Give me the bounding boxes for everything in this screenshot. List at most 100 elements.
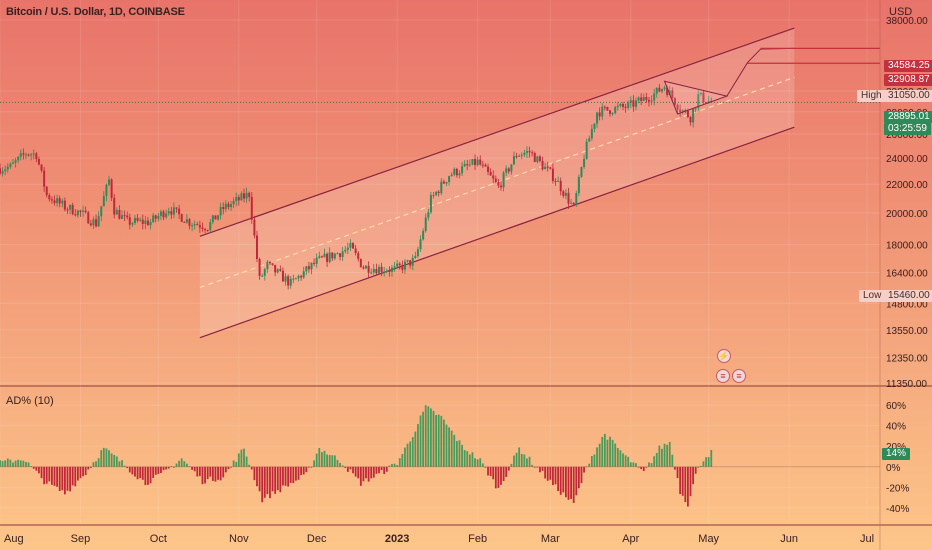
candle-body xyxy=(328,252,331,262)
ad-bar xyxy=(606,439,609,467)
candle-body xyxy=(126,215,129,218)
ad-bar xyxy=(393,463,396,467)
low-price-label: 15460.00 xyxy=(884,290,932,302)
candle-body xyxy=(614,107,617,114)
ad-bar xyxy=(318,448,321,467)
candle-body xyxy=(240,193,243,201)
candle-body xyxy=(396,263,399,267)
candle-body xyxy=(271,263,274,265)
ad-bar xyxy=(526,458,528,467)
candle-body xyxy=(666,87,669,96)
candle-body xyxy=(235,197,238,201)
ad-bar xyxy=(227,466,230,470)
indicator-title[interactable]: AD% (10) xyxy=(6,395,54,407)
candle-body xyxy=(367,265,370,273)
ad-bar xyxy=(375,466,378,474)
ad-bar xyxy=(632,462,635,467)
candle-body xyxy=(640,97,643,101)
candle-body xyxy=(183,221,186,223)
ad-bar xyxy=(27,462,30,467)
candle-body xyxy=(227,203,230,208)
candle-body xyxy=(110,179,113,198)
candle-body xyxy=(624,106,627,108)
ad-bar xyxy=(84,466,87,476)
candle-body xyxy=(162,211,165,218)
candle-body xyxy=(248,192,251,198)
ad-bar xyxy=(391,463,393,467)
candle-body xyxy=(564,192,567,196)
candle-body xyxy=(250,197,253,220)
candle-body xyxy=(71,204,74,215)
ad-bar xyxy=(593,454,596,467)
ad-bar xyxy=(546,466,549,481)
ad-bar xyxy=(180,458,183,467)
candle-body xyxy=(692,108,695,123)
ad-bar xyxy=(481,463,484,467)
ad-bar xyxy=(300,466,303,476)
ad-bar xyxy=(170,466,173,467)
flash-icon[interactable]: ⚡ xyxy=(717,349,731,363)
candle-body xyxy=(505,168,508,173)
ad-tick-label: 40% xyxy=(886,422,906,433)
price-tick-label: 18000.00 xyxy=(886,240,928,251)
ad-bar xyxy=(611,439,614,467)
ad-bar xyxy=(567,466,570,500)
ad-bar xyxy=(79,466,82,479)
indicator-icon-2[interactable]: ≡ xyxy=(732,369,746,383)
ad-bar xyxy=(266,466,269,495)
candle-body xyxy=(313,262,316,264)
candle-body xyxy=(102,196,105,207)
candle-body xyxy=(611,113,614,115)
triangle-pattern xyxy=(663,80,729,115)
ad-bar xyxy=(201,466,204,485)
ad-bar xyxy=(458,440,461,467)
candle-body xyxy=(178,208,181,215)
candle-body xyxy=(191,225,194,227)
ad-bar xyxy=(339,462,341,467)
ad-bar xyxy=(502,466,505,482)
candle-body xyxy=(510,164,513,172)
ad-bar xyxy=(622,453,624,467)
candle-body xyxy=(694,107,697,109)
ad-bar xyxy=(214,466,217,482)
candle-body xyxy=(53,200,56,204)
ad-bar xyxy=(583,466,585,473)
candle-body xyxy=(432,195,435,197)
time-tick-label: Oct xyxy=(150,533,167,545)
candle-body xyxy=(139,219,142,221)
candle-body xyxy=(9,163,12,167)
candle-body xyxy=(0,168,1,174)
ad-bar xyxy=(58,466,61,492)
ad-bar xyxy=(61,466,64,491)
ad-bar xyxy=(219,466,222,481)
candle-body xyxy=(224,203,227,210)
ad-bar xyxy=(276,466,279,491)
candle-body xyxy=(411,257,414,266)
ad-bar xyxy=(274,466,277,494)
ad-bar xyxy=(497,466,500,488)
candle-body xyxy=(201,227,204,230)
ad-bar xyxy=(442,419,445,467)
ad-bar xyxy=(71,466,74,486)
candle-body xyxy=(593,123,596,129)
ad-bar xyxy=(448,427,450,467)
ad-bar xyxy=(331,455,334,467)
ad-bar xyxy=(562,466,565,493)
candle-body xyxy=(583,158,586,168)
ad-bar xyxy=(261,466,264,503)
candle-body xyxy=(144,220,147,224)
candle-body xyxy=(284,276,287,282)
candle-body xyxy=(380,266,383,273)
ad-bar xyxy=(588,463,591,467)
candle-body xyxy=(323,253,326,258)
ad-bar xyxy=(123,465,126,467)
candle-body xyxy=(336,253,339,255)
candle-body xyxy=(388,270,391,272)
indicator-icon-1[interactable]: ≡ xyxy=(716,369,730,383)
candle-body xyxy=(546,166,549,168)
ad-bar xyxy=(370,466,373,479)
ad-bar xyxy=(663,443,666,467)
candle-body xyxy=(245,192,248,199)
time-tick-label: Feb xyxy=(468,533,487,545)
